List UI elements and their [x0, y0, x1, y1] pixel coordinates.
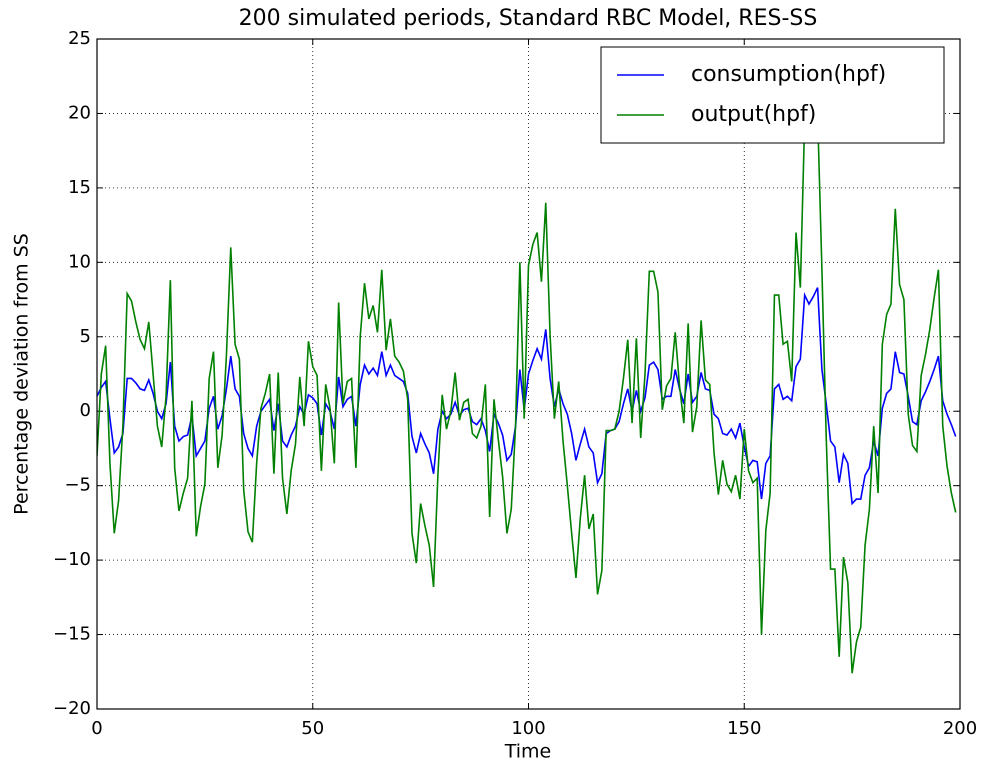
y-tick-label: −15 [53, 624, 91, 645]
plot-frame [96, 38, 961, 710]
y-tick-label: 0 [80, 400, 91, 421]
y-tick-label: 20 [68, 102, 91, 123]
legend-label: output(hpf) [691, 102, 816, 127]
x-tick-label: 200 [943, 718, 977, 739]
legend-box [600, 46, 945, 144]
chart-title: 200 simulated periods, Standard RBC Mode… [239, 6, 818, 31]
x-tick-label: 50 [301, 718, 324, 739]
y-tick-label: 25 [68, 28, 91, 49]
y-tick-label: −5 [64, 475, 91, 496]
y-tick-label: −20 [53, 698, 91, 719]
y-tick-label: 15 [68, 177, 91, 198]
x-tick-label: 0 [91, 718, 102, 739]
y-tick-label: 5 [80, 326, 91, 347]
legend-label: consumption(hpf) [691, 62, 886, 87]
x-tick-label: 150 [727, 718, 761, 739]
y-tick-label: 10 [68, 251, 91, 272]
x-axis-label: Time [504, 741, 552, 763]
x-tick-label: 100 [511, 718, 545, 739]
y-tick-label: −10 [53, 549, 91, 570]
y-axis-label: Percentage deviation from SS [11, 233, 33, 515]
